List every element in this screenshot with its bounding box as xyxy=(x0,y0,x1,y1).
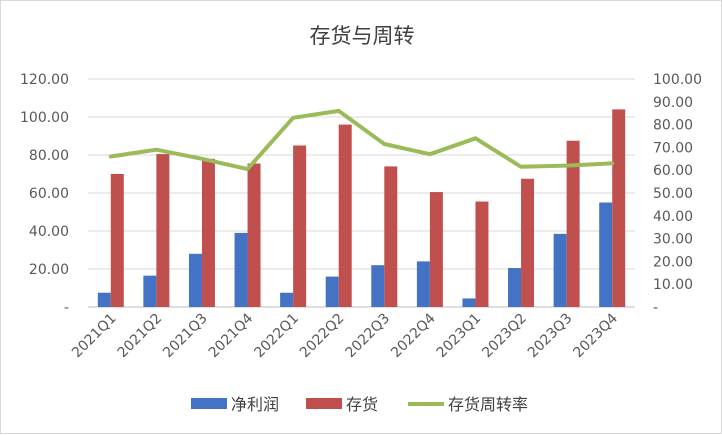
legend-label: 存货 xyxy=(346,395,378,414)
left-tick-label: 120.00 xyxy=(20,72,69,88)
bar-net-profit xyxy=(599,202,613,307)
category-label: 2022Q2 xyxy=(297,311,348,362)
category-label: 2023Q4 xyxy=(570,310,621,361)
right-tick-label: 100.00 xyxy=(653,72,702,88)
legend-label: 存货周转率 xyxy=(448,395,528,414)
turnover-rate-point xyxy=(201,158,203,160)
chart-title: 存货与周转 xyxy=(310,24,415,48)
bar-net-profit xyxy=(416,261,430,307)
category-label: 2022Q1 xyxy=(251,311,302,362)
bar-inventory xyxy=(384,166,398,307)
bar-inventory xyxy=(521,178,535,307)
right-tick-label: 80.00 xyxy=(653,118,693,134)
right-tick-label: 10.00 xyxy=(653,277,693,293)
category-label: 2022Q4 xyxy=(388,310,439,361)
legend-label: 净利润 xyxy=(231,395,279,414)
right-tick-label: 60.00 xyxy=(653,163,693,179)
bar-net-profit xyxy=(143,275,157,307)
bar-net-profit xyxy=(97,292,111,307)
turnover-rate-point xyxy=(292,117,294,119)
category-label: 2023Q3 xyxy=(525,311,576,362)
bar-net-profit xyxy=(553,233,567,307)
turnover-rate-point xyxy=(566,165,568,167)
bar-inventory xyxy=(110,174,124,307)
turnover-rate-point xyxy=(474,137,476,139)
right-tick-label: 90.00 xyxy=(653,95,693,111)
left-tick-label: - xyxy=(64,300,69,316)
bar-net-profit xyxy=(280,292,294,307)
category-label: 2021Q2 xyxy=(115,311,166,362)
bar-net-profit xyxy=(325,276,339,307)
category-label: 2021Q4 xyxy=(206,310,257,361)
left-tick-label: 40.00 xyxy=(29,224,69,240)
turnover-rate-point xyxy=(611,162,613,164)
bar-inventory xyxy=(293,145,307,307)
right-tick-label: - xyxy=(653,300,658,316)
bar-net-profit xyxy=(234,232,248,307)
right-tick-label: 70.00 xyxy=(653,140,693,156)
bar-inventory xyxy=(201,158,215,307)
bar-net-profit xyxy=(508,268,522,307)
right-tick-label: 50.00 xyxy=(653,186,693,202)
right-tick-label: 30.00 xyxy=(653,232,693,248)
left-tick-label: 20.00 xyxy=(29,262,69,278)
category-label: 2021Q3 xyxy=(160,311,211,362)
category-label: 2023Q2 xyxy=(479,311,530,362)
legend-swatch-inventory xyxy=(306,398,342,409)
right-tick-label: 20.00 xyxy=(653,254,693,270)
bar-net-profit xyxy=(371,265,385,307)
bar-inventory xyxy=(156,154,170,307)
category-label: 2023Q1 xyxy=(434,311,485,362)
turnover-rate-point xyxy=(383,143,385,145)
turnover-rate-point xyxy=(338,110,340,112)
bar-inventory xyxy=(247,163,261,307)
category-label: 2021Q1 xyxy=(69,311,120,362)
turnover-rate-point xyxy=(247,168,249,170)
legend-swatch-net-profit xyxy=(191,398,227,409)
category-label: 2022Q3 xyxy=(343,311,394,362)
bar-net-profit xyxy=(462,298,476,307)
bar-inventory xyxy=(566,140,580,307)
turnover-rate-point xyxy=(429,153,431,155)
turnover-rate-point xyxy=(155,149,157,151)
bar-inventory xyxy=(338,124,352,307)
turnover-rate-point xyxy=(520,166,522,168)
bar-inventory xyxy=(475,201,489,307)
turnover-rate-point xyxy=(110,156,112,158)
bar-net-profit xyxy=(188,253,202,307)
left-tick-label: 100.00 xyxy=(20,110,69,126)
bar-inventory xyxy=(612,109,626,308)
left-tick-label: 60.00 xyxy=(29,186,69,202)
right-tick-label: 40.00 xyxy=(653,209,693,225)
bar-inventory xyxy=(429,192,443,307)
turnover-rate-line xyxy=(108,108,615,172)
left-tick-label: 80.00 xyxy=(29,148,69,164)
